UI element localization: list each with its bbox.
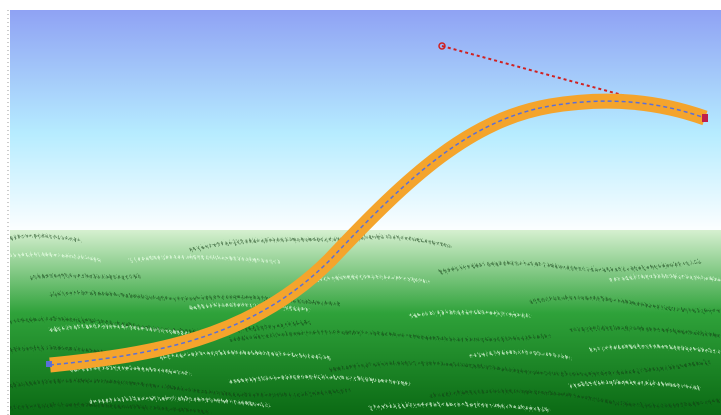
grass-background	[10, 230, 721, 415]
drawing-canvas[interactable]	[10, 10, 721, 415]
anchor-point-icon[interactable]	[702, 114, 708, 122]
sky-background	[10, 10, 721, 235]
bezier-handle-icon[interactable]	[438, 42, 446, 50]
vertical-ruler-icon	[7, 10, 9, 415]
grass-wave-strokes-light	[10, 252, 721, 412]
grass-wave-strokes-dark	[10, 234, 721, 414]
path-guide-line	[49, 100, 706, 366]
anchor-point-icon[interactable]	[46, 361, 52, 367]
